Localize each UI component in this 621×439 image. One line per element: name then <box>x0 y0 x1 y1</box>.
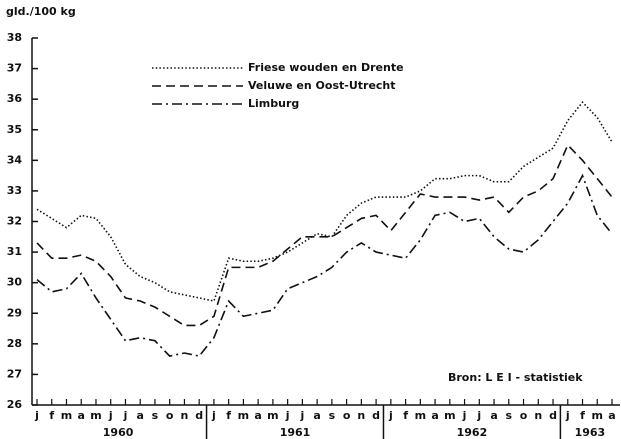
x-tick-label: m <box>267 409 278 422</box>
y-axis-label: gld./100 kg <box>6 5 76 18</box>
legend-label: Veluwe en Oost-Utrecht <box>248 79 396 92</box>
x-tick-label: s <box>329 409 336 422</box>
x-tick-label: d <box>549 409 557 422</box>
x-tick-label: a <box>136 409 143 422</box>
x-tick-label: d <box>372 409 380 422</box>
x-tick-label: f <box>580 409 585 422</box>
x-tick-label: j <box>285 409 290 422</box>
y-tick-label: 35 <box>7 123 22 136</box>
x-tick-label: a <box>254 409 261 422</box>
x-tick-label: j <box>388 409 393 422</box>
x-tick-label: j <box>462 409 467 422</box>
x-tick-label: a <box>431 409 438 422</box>
x-tick-label: s <box>152 409 159 422</box>
x-tick-label: j <box>108 409 113 422</box>
y-tick-label: 34 <box>7 153 23 166</box>
y-tick-label: 32 <box>7 215 22 228</box>
legend-label: Friese wouden en Drente <box>248 61 404 74</box>
x-tick-label: j <box>123 409 128 422</box>
x-tick-label: j <box>565 409 570 422</box>
x-tick-label: j <box>211 409 216 422</box>
x-tick-label: o <box>166 409 174 422</box>
x-tick-label: m <box>90 409 101 422</box>
source-note: Bron: L E I - statistiek <box>448 371 583 384</box>
x-tick-label: a <box>608 409 615 422</box>
x-tick-label: d <box>195 409 203 422</box>
y-tick-label: 30 <box>7 276 23 289</box>
x-group-label: 1961 <box>280 426 311 439</box>
y-tick-label: 31 <box>7 245 22 258</box>
x-tick-label: m <box>444 409 455 422</box>
y-tick-label: 33 <box>7 184 22 197</box>
y-tick-label: 37 <box>7 62 22 75</box>
x-tick-label: m <box>238 409 249 422</box>
x-tick-label: m <box>592 409 603 422</box>
series-line <box>36 173 613 357</box>
y-tick-label: 38 <box>7 31 22 44</box>
x-tick-label: a <box>313 409 320 422</box>
series-line <box>36 101 613 302</box>
x-tick-label: j <box>476 409 481 422</box>
x-tick-label: o <box>520 409 528 422</box>
x-tick-label: a <box>78 409 85 422</box>
x-group-label: 1962 <box>457 426 488 439</box>
y-tick-label: 36 <box>7 92 23 105</box>
x-tick-label: n <box>357 409 365 422</box>
x-tick-label: m <box>415 409 426 422</box>
x-tick-label: m <box>61 409 72 422</box>
x-tick-label: j <box>34 409 39 422</box>
x-tick-label: f <box>49 409 54 422</box>
x-tick-label: j <box>299 409 304 422</box>
x-tick-label: o <box>343 409 351 422</box>
x-tick-label: n <box>534 409 542 422</box>
y-tick-label: 28 <box>7 337 22 350</box>
x-tick-label: f <box>226 409 231 422</box>
x-tick-label: s <box>506 409 513 422</box>
y-tick-label: 27 <box>7 367 22 380</box>
x-tick-label: f <box>403 409 408 422</box>
x-group-label: 1963 <box>575 426 606 439</box>
y-tick-label: 26 <box>7 398 23 411</box>
x-group-label: 1960 <box>103 426 134 439</box>
x-tick-label: a <box>490 409 497 422</box>
series-line <box>36 143 613 327</box>
legend-label: Limburg <box>248 97 299 110</box>
y-tick-label: 29 <box>7 306 22 319</box>
x-tick-label: n <box>181 409 189 422</box>
